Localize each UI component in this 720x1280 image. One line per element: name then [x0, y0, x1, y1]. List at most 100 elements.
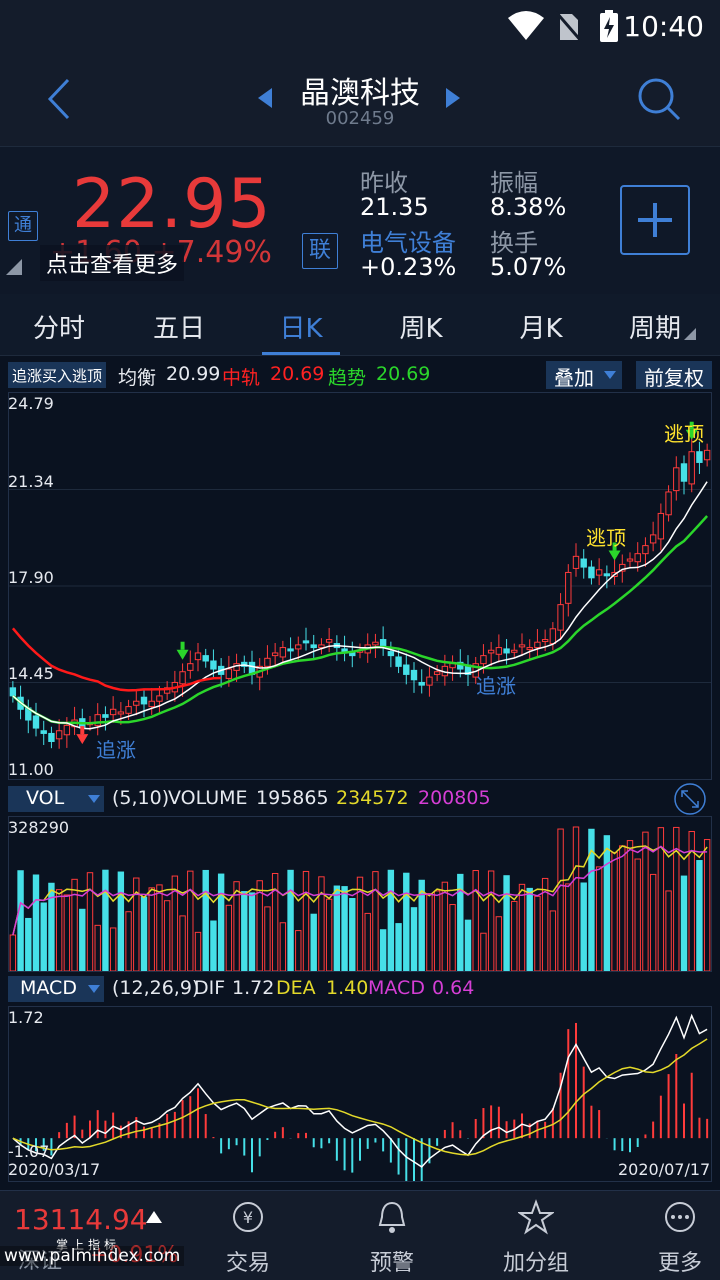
dropdown-icon: [604, 371, 616, 379]
volume-bar: [565, 883, 572, 972]
candle-body: [102, 714, 109, 718]
candle-body: [109, 708, 117, 716]
volume-bar: [241, 891, 248, 972]
volume-bar: [634, 858, 641, 972]
candle-body: [487, 649, 495, 654]
volume-bar: [25, 917, 32, 972]
dea-label: DEA: [276, 977, 316, 999]
candle-body: [665, 491, 672, 516]
add-watchlist-button[interactable]: [620, 185, 690, 255]
next-stock-icon[interactable]: [444, 88, 460, 108]
candle-body: [210, 660, 217, 670]
sell-signal-stem: [689, 421, 694, 430]
vol-value-2: 234572: [336, 787, 409, 809]
amplitude-value: 8.38%: [490, 193, 567, 221]
volume-bar: [194, 931, 202, 972]
candle-body: [140, 696, 148, 705]
macd-chart: [12, 1013, 709, 1187]
kline-chart-panel[interactable]: [8, 392, 712, 780]
avg-value: 20.99: [166, 363, 221, 385]
volume-bar: [503, 875, 510, 972]
candle-body: [503, 648, 510, 654]
dif-label: DIF: [194, 977, 226, 999]
volume-bar: [287, 869, 294, 972]
candle-body: [187, 663, 194, 671]
volume-bar: [487, 870, 495, 972]
macd-axis-top: 1.72: [8, 1008, 44, 1027]
tong-badge[interactable]: 通: [8, 211, 38, 241]
volume-bar: [572, 826, 580, 972]
search-icon[interactable]: [636, 76, 682, 122]
vol-name: VOLUME: [168, 787, 248, 809]
volume-chart-panel[interactable]: [8, 816, 712, 972]
quote-panel[interactable]: 通 22.95 +1.60 +7.49% 点击查看更多 联 昨收 21.35 电…: [0, 146, 720, 294]
view-more-tip[interactable]: 点击查看更多: [40, 245, 185, 281]
volume-bar: [163, 900, 171, 972]
candle-body: [179, 671, 186, 685]
candle-body: [9, 687, 17, 697]
macd-select[interactable]: MACD: [8, 976, 104, 1002]
candle-body: [194, 652, 202, 661]
last-price: 22.95: [72, 165, 272, 244]
back-icon[interactable]: [44, 78, 74, 120]
vol-ma10-line: [12, 845, 708, 936]
volume-bar: [619, 845, 626, 972]
candle-body: [588, 566, 595, 579]
tab-monthly-k[interactable]: 月K: [519, 314, 563, 344]
overlay-button[interactable]: 叠加: [546, 361, 622, 390]
tab-period[interactable]: 周期: [628, 314, 681, 344]
volume-bar: [17, 870, 24, 972]
adjust-button[interactable]: 前复权: [636, 361, 712, 390]
expand-icon[interactable]: [672, 782, 708, 816]
nav-more[interactable]: 更多: [620, 1199, 720, 1277]
tab-weekly-k[interactable]: 周K: [399, 314, 443, 344]
volume-bar: [148, 887, 155, 972]
tab-daily-k[interactable]: 日K: [279, 314, 323, 344]
kline-axis-4: 14.45: [8, 664, 54, 683]
candle-body: [480, 655, 487, 665]
volume-bar: [464, 919, 472, 972]
buy-signal-arrow: [76, 734, 89, 745]
index-value[interactable]: 13114.94: [14, 1203, 148, 1236]
volume-bar: [48, 882, 55, 972]
candle-body: [619, 563, 626, 572]
volume-bar: [32, 874, 40, 972]
buy-signal-label-2: 追涨: [476, 674, 516, 698]
vol-select-label: VOL: [26, 787, 65, 809]
volume-bar: [187, 870, 194, 972]
prev-close-value: 21.35: [360, 193, 429, 221]
volume-bar: [595, 866, 603, 972]
volume-bar: [140, 896, 148, 972]
volume-bar: [395, 923, 402, 972]
volume-bar: [279, 922, 287, 972]
tab-five-day[interactable]: 五日: [152, 314, 205, 344]
candle-body: [534, 641, 541, 649]
macd-select-label: MACD: [20, 977, 77, 999]
candle-body: [518, 644, 526, 648]
sell-signal-label-2: 逃顶: [664, 422, 704, 446]
candle-body: [549, 628, 557, 645]
prev-close-label: 昨收: [360, 169, 408, 197]
sector-name[interactable]: 电气设备: [360, 229, 456, 257]
period-corner-icon: [684, 328, 696, 340]
candle-body: [32, 715, 40, 729]
candle-body: [40, 730, 47, 734]
dea-value: 1.40: [326, 977, 369, 999]
nav-add-group[interactable]: 加分组: [476, 1199, 596, 1277]
trend-label: 趋势: [328, 367, 367, 389]
candle-body: [603, 573, 611, 577]
vol-select[interactable]: VOL: [8, 786, 104, 812]
index-pct: +0.91%: [90, 1243, 179, 1268]
lian-badge[interactable]: 联: [302, 233, 338, 269]
macd-chart-panel[interactable]: [8, 1006, 712, 1187]
candle-body: [117, 711, 125, 715]
prev-stock-icon[interactable]: [258, 88, 274, 108]
nav-trade[interactable]: ¥ 交易: [188, 1199, 308, 1277]
candle-body: [433, 671, 441, 675]
kline-indicator-select[interactable]: 追涨买入逃顶: [8, 362, 107, 388]
candle-body: [133, 700, 140, 706]
candle-body: [310, 644, 317, 649]
nav-alert[interactable]: 预警: [332, 1199, 452, 1277]
tab-intraday[interactable]: 分时: [32, 314, 85, 344]
vol-value-3: 200805: [418, 787, 491, 809]
